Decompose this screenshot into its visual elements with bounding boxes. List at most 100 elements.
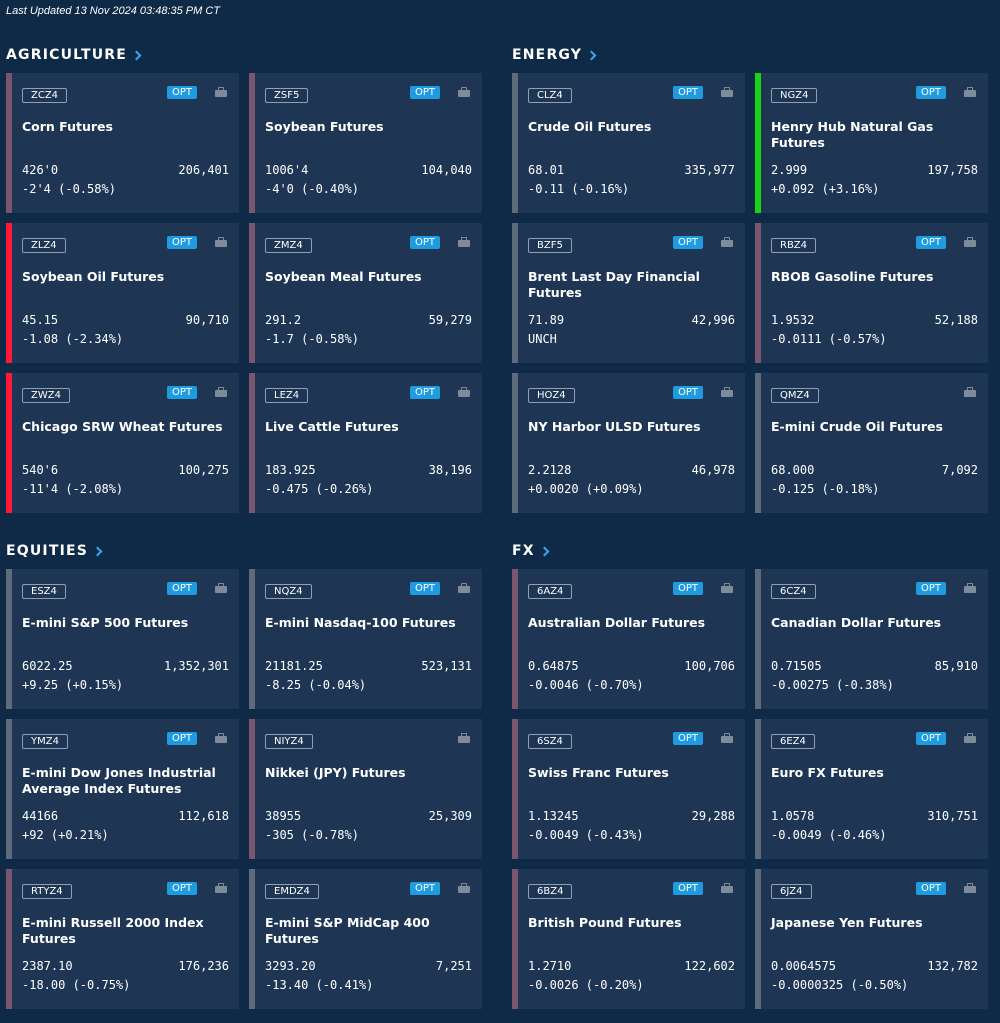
options-badge[interactable]: OPT (915, 236, 946, 249)
contract-name[interactable]: Chicago SRW Wheat Futures (22, 419, 223, 434)
futures-card[interactable]: BZF5 OPT Brent Last Day Financial Future… (512, 223, 745, 363)
futures-card[interactable]: LEZ4 OPT Live Cattle Futures 183.925 38,… (249, 373, 482, 513)
symbol-badge[interactable]: LEZ4 (265, 388, 309, 403)
symbol-badge[interactable]: 6CZ4 (771, 584, 816, 599)
futures-card[interactable]: 6BZ4 OPT British Pound Futures 1.2710 12… (512, 869, 745, 1009)
options-badge[interactable]: OPT (672, 86, 703, 99)
briefcase-icon[interactable] (458, 883, 470, 893)
contract-name[interactable]: Henry Hub Natural Gas Futures (771, 119, 934, 150)
futures-card[interactable]: 6AZ4 OPT Australian Dollar Futures 0.648… (512, 569, 745, 709)
options-badge[interactable]: OPT (409, 582, 440, 595)
briefcase-icon[interactable] (721, 87, 733, 97)
contract-name[interactable]: Soybean Meal Futures (265, 269, 422, 284)
options-badge[interactable]: OPT (672, 236, 703, 249)
futures-card[interactable]: 6SZ4 OPT Swiss Franc Futures 1.13245 29,… (512, 719, 745, 859)
contract-name[interactable]: E-mini Dow Jones Industrial Average Inde… (22, 765, 216, 796)
contract-name[interactable]: E-mini Nasdaq-100 Futures (265, 615, 456, 630)
futures-card[interactable]: EMDZ4 OPT E-mini S&P MidCap 400 Futures … (249, 869, 482, 1009)
futures-card[interactable]: NGZ4 OPT Henry Hub Natural Gas Futures 2… (755, 73, 988, 213)
contract-name[interactable]: Soybean Oil Futures (22, 269, 165, 284)
contract-name[interactable]: NY Harbor ULSD Futures (528, 419, 701, 434)
briefcase-icon[interactable] (458, 583, 470, 593)
symbol-badge[interactable]: ZSF5 (265, 88, 309, 103)
symbol-badge[interactable]: EMDZ4 (265, 884, 319, 899)
symbol-badge[interactable]: HOZ4 (528, 388, 575, 403)
futures-card[interactable]: ZCZ4 OPT Corn Futures 426'0 206,401 -2'4… (6, 73, 239, 213)
options-badge[interactable]: OPT (166, 582, 197, 595)
futures-card[interactable]: QMZ4 E-mini Crude Oil Futures 68.000 7,0… (755, 373, 988, 513)
briefcase-icon[interactable] (721, 237, 733, 247)
briefcase-icon[interactable] (721, 387, 733, 397)
options-badge[interactable]: OPT (915, 582, 946, 595)
symbol-badge[interactable]: ZWZ4 (22, 388, 70, 403)
options-badge[interactable]: OPT (409, 386, 440, 399)
briefcase-icon[interactable] (964, 387, 976, 397)
contract-name[interactable]: Live Cattle Futures (265, 419, 399, 434)
section-title-equities[interactable]: EQUITIES (6, 543, 103, 559)
briefcase-icon[interactable] (721, 883, 733, 893)
futures-card[interactable]: ESZ4 OPT E-mini S&P 500 Futures 6022.25 … (6, 569, 239, 709)
briefcase-icon[interactable] (458, 87, 470, 97)
symbol-badge[interactable]: ZLZ4 (22, 238, 66, 253)
briefcase-icon[interactable] (964, 237, 976, 247)
contract-name[interactable]: Canadian Dollar Futures (771, 615, 942, 630)
symbol-badge[interactable]: YMZ4 (22, 734, 68, 749)
futures-card[interactable]: ZWZ4 OPT Chicago SRW Wheat Futures 540'6… (6, 373, 239, 513)
options-badge[interactable]: OPT (166, 386, 197, 399)
contract-name[interactable]: Soybean Futures (265, 119, 384, 134)
briefcase-icon[interactable] (215, 883, 227, 893)
futures-card[interactable]: YMZ4 OPT E-mini Dow Jones Industrial Ave… (6, 719, 239, 859)
briefcase-icon[interactable] (964, 583, 976, 593)
options-badge[interactable]: OPT (672, 732, 703, 745)
futures-card[interactable]: 6EZ4 OPT Euro FX Futures 1.0578 310,751 … (755, 719, 988, 859)
symbol-badge[interactable]: ZMZ4 (265, 238, 312, 253)
symbol-badge[interactable]: ZCZ4 (22, 88, 68, 103)
futures-card[interactable]: ZSF5 OPT Soybean Futures 1006'4 104,040 … (249, 73, 482, 213)
options-badge[interactable]: OPT (166, 86, 197, 99)
briefcase-icon[interactable] (458, 733, 470, 743)
futures-card[interactable]: RTYZ4 OPT E-mini Russell 2000 Index Futu… (6, 869, 239, 1009)
symbol-badge[interactable]: 6SZ4 (528, 734, 572, 749)
briefcase-icon[interactable] (458, 237, 470, 247)
briefcase-icon[interactable] (458, 387, 470, 397)
briefcase-icon[interactable] (964, 883, 976, 893)
futures-card[interactable]: 6JZ4 OPT Japanese Yen Futures 0.0064575 … (755, 869, 988, 1009)
options-badge[interactable]: OPT (166, 236, 197, 249)
contract-name[interactable]: Japanese Yen Futures (771, 915, 923, 930)
section-title-agriculture[interactable]: AGRICULTURE (6, 47, 142, 63)
symbol-badge[interactable]: RBZ4 (771, 238, 817, 253)
options-badge[interactable]: OPT (409, 236, 440, 249)
symbol-badge[interactable]: NIYZ4 (265, 734, 313, 749)
contract-name[interactable]: E-mini Crude Oil Futures (771, 419, 943, 434)
briefcase-icon[interactable] (964, 733, 976, 743)
contract-name[interactable]: E-mini S&P MidCap 400 Futures (265, 915, 430, 946)
contract-name[interactable]: British Pound Futures (528, 915, 682, 930)
futures-card[interactable]: HOZ4 OPT NY Harbor ULSD Futures 2.2128 4… (512, 373, 745, 513)
contract-name[interactable]: RBOB Gasoline Futures (771, 269, 934, 284)
symbol-badge[interactable]: QMZ4 (771, 388, 819, 403)
futures-card[interactable]: NIYZ4 Nikkei (JPY) Futures 38955 25,309 … (249, 719, 482, 859)
futures-card[interactable]: NQZ4 OPT E-mini Nasdaq-100 Futures 21181… (249, 569, 482, 709)
symbol-badge[interactable]: ESZ4 (22, 584, 66, 599)
briefcase-icon[interactable] (215, 733, 227, 743)
contract-name[interactable]: Corn Futures (22, 119, 113, 134)
contract-name[interactable]: Australian Dollar Futures (528, 615, 706, 630)
contract-name[interactable]: Brent Last Day Financial Futures (528, 269, 700, 300)
options-badge[interactable]: OPT (166, 882, 197, 895)
briefcase-icon[interactable] (721, 583, 733, 593)
briefcase-icon[interactable] (721, 733, 733, 743)
contract-name[interactable]: Swiss Franc Futures (528, 765, 669, 780)
symbol-badge[interactable]: RTYZ4 (22, 884, 72, 899)
briefcase-icon[interactable] (215, 583, 227, 593)
futures-card[interactable]: CLZ4 OPT Crude Oil Futures 68.01 335,977… (512, 73, 745, 213)
options-badge[interactable]: OPT (409, 882, 440, 895)
options-badge[interactable]: OPT (672, 386, 703, 399)
options-badge[interactable]: OPT (915, 86, 946, 99)
symbol-badge[interactable]: CLZ4 (528, 88, 572, 103)
contract-name[interactable]: E-mini S&P 500 Futures (22, 615, 189, 630)
section-title-energy[interactable]: ENERGY (512, 47, 597, 63)
options-badge[interactable]: OPT (672, 882, 703, 895)
futures-card[interactable]: RBZ4 OPT RBOB Gasoline Futures 1.9532 52… (755, 223, 988, 363)
contract-name[interactable]: Nikkei (JPY) Futures (265, 765, 406, 780)
symbol-badge[interactable]: 6JZ4 (771, 884, 812, 899)
